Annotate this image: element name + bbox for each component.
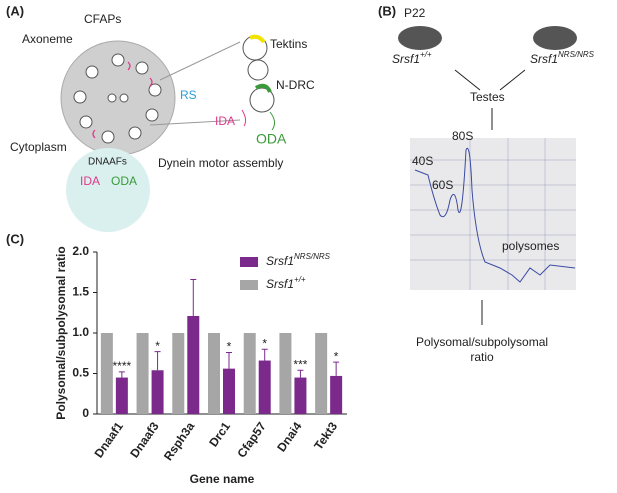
error-bar	[226, 351, 232, 369]
label: DNAAFs	[88, 157, 127, 168]
label: Cytoplasm	[10, 140, 67, 154]
zoom-line	[159, 41, 241, 81]
label: polysomes	[502, 239, 559, 253]
label: Srsf1+/+	[392, 50, 432, 66]
y-tick-label: 0	[82, 406, 89, 420]
profile-grid	[410, 138, 576, 290]
significance: ****	[113, 359, 132, 373]
label: ODA	[111, 174, 137, 188]
label: Polysomal/subpolysomal	[416, 335, 548, 349]
bar	[294, 377, 307, 414]
profile-image	[410, 138, 576, 290]
label: CFAPs	[84, 12, 121, 26]
label: Axoneme	[22, 32, 73, 46]
bar	[100, 333, 113, 414]
significance: ***	[293, 357, 307, 371]
label: Testes	[470, 90, 505, 104]
zoom-line	[149, 119, 241, 126]
significance: *	[262, 336, 267, 350]
legend-name: Srsf1	[266, 254, 294, 268]
bar	[315, 333, 328, 414]
legend-swatch	[240, 257, 258, 267]
x-tick-label: Drc1	[206, 419, 233, 449]
bar	[151, 370, 164, 414]
significance: *	[334, 349, 339, 363]
significance: *	[155, 339, 160, 353]
legend-swatch	[240, 280, 258, 290]
doublets	[73, 53, 162, 144]
x-tick-label: Dnaaf3	[127, 419, 162, 460]
label: P22	[404, 6, 426, 20]
panel-label: (A)	[6, 3, 24, 18]
legend-superscript: NRS/NRS	[294, 252, 331, 261]
label: 80S	[452, 129, 473, 143]
cytoplasm-shape	[66, 148, 150, 232]
profile-trace	[414, 147, 576, 283]
error-bar	[297, 369, 304, 378]
x-tick-label: Dnai4	[274, 419, 304, 454]
label: IDA	[215, 114, 235, 128]
zoom-detail	[241, 34, 276, 131]
bar	[223, 368, 235, 414]
arms	[92, 61, 153, 139]
x-tick-label: Dnaaf1	[91, 419, 126, 460]
error-bar	[118, 371, 125, 378]
x-tick-label: Cfap57	[234, 419, 269, 460]
y-tick-label: 1.5	[72, 285, 89, 299]
error-bar	[333, 361, 340, 376]
y-axis-label: Polysomal/subpolysomal ratio	[54, 246, 68, 419]
y-tick-label: 1.0	[72, 325, 89, 339]
bar	[172, 333, 185, 414]
label: Dynein motor assembly	[158, 156, 283, 170]
error-bar	[154, 351, 161, 371]
x-axis-label: Gene name	[190, 472, 255, 486]
label: ratio	[470, 350, 494, 364]
label: 40S	[412, 154, 433, 168]
x-tick-label: Tekt3	[311, 419, 340, 452]
arrows	[454, 69, 526, 325]
bar	[136, 333, 149, 414]
label: Tektins	[270, 37, 307, 51]
x-tick-label: Rsph3a	[161, 419, 198, 463]
panel-label: (C)	[6, 231, 24, 246]
bar	[258, 360, 271, 414]
label: N-DRC	[276, 78, 315, 92]
label: IDA	[80, 174, 100, 188]
bar	[187, 315, 200, 414]
significance: *	[227, 340, 232, 354]
legend-entry: Srsf1+/+	[266, 275, 306, 291]
bar	[208, 333, 220, 414]
panel-label: (B)	[378, 3, 396, 18]
legend-superscript: +/+	[294, 275, 306, 284]
error-bar	[261, 348, 268, 361]
mouse-icon	[533, 26, 577, 50]
mouse-icon	[398, 26, 442, 50]
legend-entry: Srsf1NRS/NRS	[266, 252, 331, 268]
legend-name: Srsf1	[266, 277, 294, 291]
bar	[330, 375, 343, 414]
label: Srsf1NRS/NRS	[530, 50, 595, 66]
error-bar	[190, 279, 197, 316]
y-tick-label: 0.5	[72, 366, 89, 380]
bar	[279, 333, 292, 414]
y-tick-label: 2.0	[72, 244, 89, 258]
bar	[243, 333, 256, 414]
bar	[115, 377, 128, 414]
label: ODA	[256, 131, 287, 147]
label: 60S	[432, 178, 453, 192]
label: RS	[180, 88, 197, 102]
bar-chart: (C) Polysomal/subpolysomal ratio Gene name…	[6, 231, 347, 486]
